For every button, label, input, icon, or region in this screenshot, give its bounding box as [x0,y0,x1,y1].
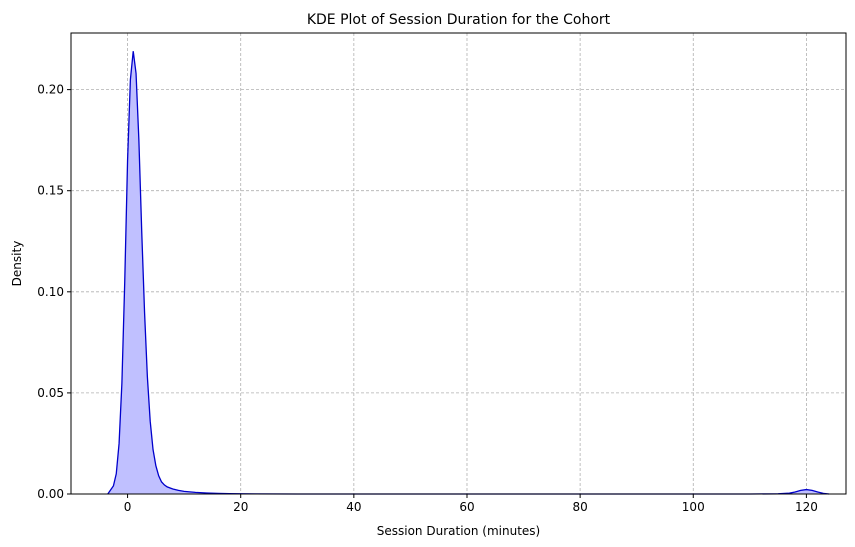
x-axis-label: Session Duration (minutes) [377,524,540,538]
y-tick-label: 0.05 [37,386,64,400]
x-tick-label: 0 [124,500,132,514]
density-area-fill [107,51,830,494]
y-axis-ticks: 0.00 0.05 0.10 0.15 0.20 [37,83,71,501]
plot-frame [70,32,847,495]
x-tick-label: 100 [682,500,705,514]
y-axis-label: Density [10,241,24,287]
x-tick-label: 120 [795,500,818,514]
density-line [107,51,830,495]
y-tick-label: 0.00 [37,487,64,501]
y-tick-label: 0.20 [37,83,64,97]
grid [71,33,846,495]
x-tick-label: 60 [459,500,474,514]
chart-title: KDE Plot of Session Duration for the Coh… [307,12,611,28]
y-tick-label: 0.10 [37,285,64,299]
x-tick-label: 40 [346,500,361,514]
y-tick-label: 0.15 [37,184,64,198]
x-tick-label: 20 [233,500,248,514]
x-tick-label: 80 [572,500,587,514]
x-axis-ticks: 0 20 40 60 80 100 120 [124,494,818,514]
